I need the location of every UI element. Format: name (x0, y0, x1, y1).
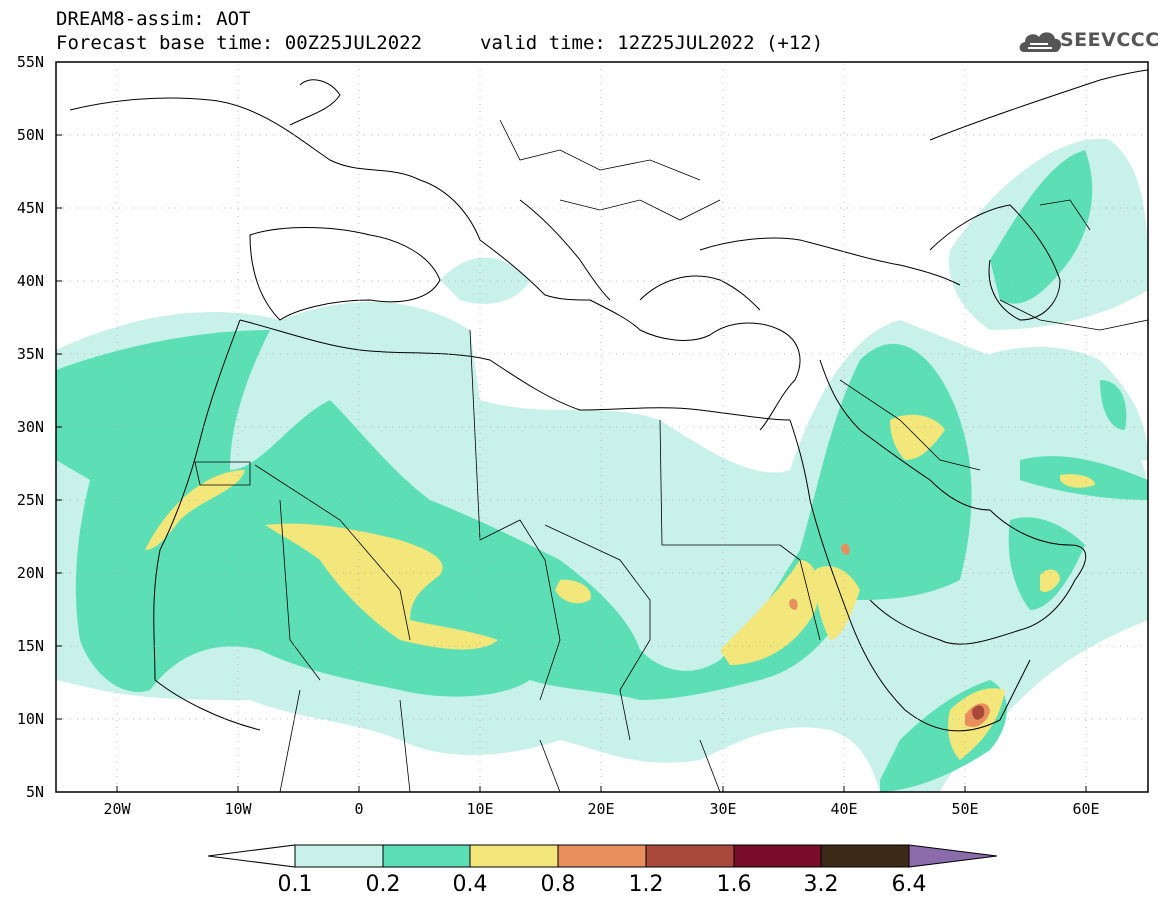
aot-layer-1.6 (972, 705, 985, 720)
colorbar-swatch-3 (469, 844, 559, 868)
colorbar-swatch-1 (294, 844, 384, 868)
colorbar-swatch-6 (733, 844, 822, 868)
lon-label: 60E (1072, 800, 1100, 818)
lon-label: 40E (830, 800, 858, 818)
lat-label: 15N (16, 637, 44, 655)
colorbar-label: 6.4 (891, 872, 927, 897)
colorbar-over-triangle (908, 844, 998, 868)
colorbar (207, 844, 998, 868)
lon-label: 10W (224, 800, 252, 818)
product-title: DREAM8-assim: AOT (56, 8, 251, 30)
colorbar-under-triangle (207, 844, 296, 868)
colorbar-label: 1.2 (628, 872, 664, 897)
colorbar-swatch-2 (382, 844, 471, 868)
coastlines (69, 69, 1148, 732)
cloud-logo-icon (1019, 32, 1062, 52)
colorbar-label: 0.1 (277, 872, 313, 897)
valid-time: valid time: 12Z25JUL2022 (+12) (480, 32, 824, 54)
lon-label: 0 (354, 800, 364, 818)
colorbar-swatch-5 (645, 844, 735, 868)
graticule (56, 62, 1148, 792)
lat-label: 55N (16, 53, 44, 71)
seevccc-logo-text: SEEVCCC (1060, 29, 1160, 51)
lat-label: 30N (16, 418, 44, 436)
lat-label: 40N (16, 272, 44, 290)
lon-label: 30E (709, 800, 737, 818)
lat-label: 45N (16, 199, 44, 217)
lon-label: 50E (951, 800, 979, 818)
lon-label: 20E (587, 800, 615, 818)
lat-label: 20N (16, 564, 44, 582)
colorbar-swatch-4 (557, 844, 647, 868)
base-time: Forecast base time: 00Z25JUL2022 (56, 32, 423, 54)
lat-label: 5N (25, 783, 44, 801)
lat-label: 35N (16, 345, 44, 363)
borders (194, 119, 1148, 792)
lon-label: 20W (103, 800, 131, 818)
lat-label: 25N (16, 491, 44, 509)
colorbar-label: 0.8 (540, 872, 576, 897)
colorbar-label: 0.2 (365, 872, 401, 897)
aot-layer-0.4 (145, 414, 1095, 760)
colorbar-label: 3.2 (803, 872, 839, 897)
axis-ticks (56, 61, 1087, 792)
colorbar-label: 1.6 (716, 872, 752, 897)
colorbar-swatch-7 (820, 844, 910, 868)
lat-label: 50N (16, 126, 44, 144)
lat-label: 10N (16, 710, 44, 728)
lon-label: 10E (466, 800, 494, 818)
colorbar-label: 0.4 (452, 872, 488, 897)
